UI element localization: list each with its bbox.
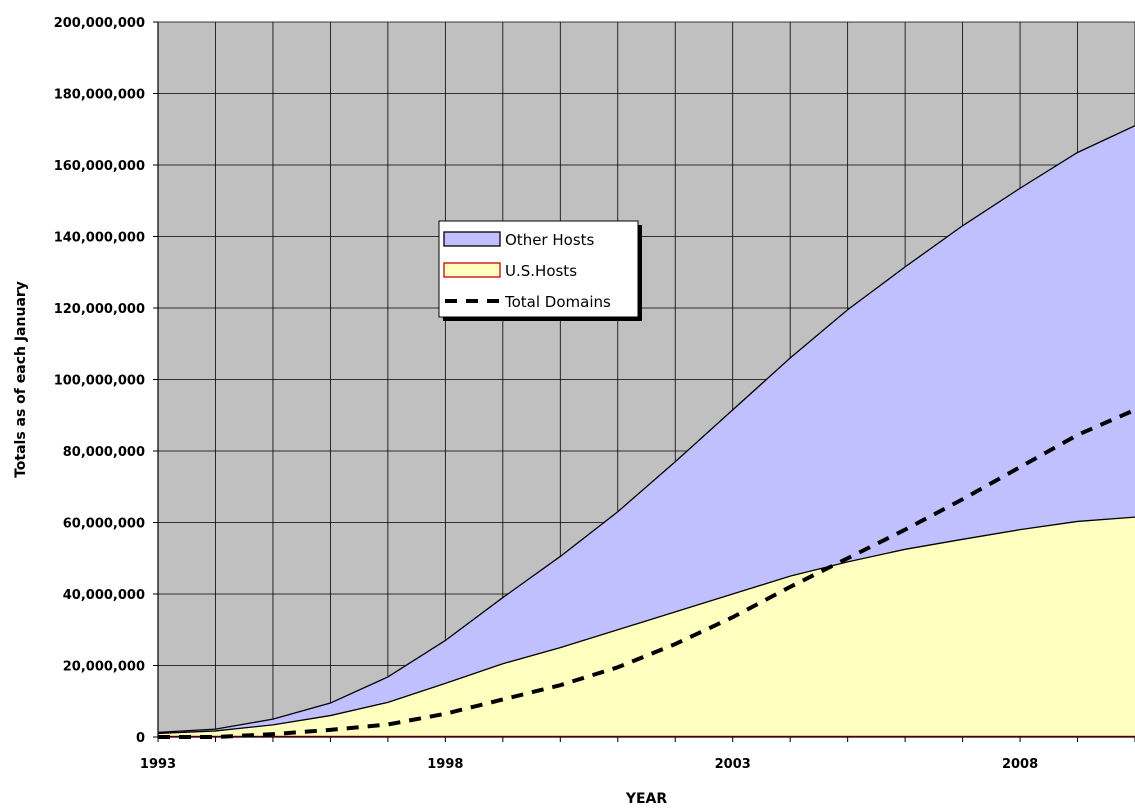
y-tick-label: 0: [136, 731, 145, 746]
legend-swatch: [443, 231, 501, 247]
us-hosts-area: [158, 517, 1135, 737]
y-tick-label: 120,000,000: [54, 302, 145, 317]
series-areas: [158, 125, 1135, 738]
y-tick-label: 200,000,000: [54, 16, 145, 31]
x-tick-label: 1993: [140, 757, 176, 772]
y-tick-label: 160,000,000: [54, 159, 145, 174]
y-tick-label: 180,000,000: [54, 88, 145, 103]
total-domains-line: [158, 408, 1135, 739]
other-hosts-line: [157, 125, 1135, 734]
legend-label: U.S.Hosts: [505, 262, 577, 280]
x-tick-label: 2003: [715, 757, 751, 772]
axes: [153, 21, 1135, 742]
x-axis-title: YEAR: [625, 791, 668, 807]
x-tick-label: 1998: [427, 757, 463, 772]
y-tick-label: 60,000,000: [63, 517, 145, 532]
y-tick-labels: 0 20,000,000 40,000,000 60,000,000 80,000,00…: [54, 16, 145, 746]
x-tick-labels: 1993 1998 2003 2008: [140, 757, 1038, 772]
y-tick-label: 100,000,000: [54, 374, 145, 389]
y-axis-title: Totals as of each January: [13, 281, 29, 478]
legend-label: Other Hosts: [505, 231, 595, 249]
y-tick-label: 140,000,000: [54, 231, 145, 246]
y-tick-label: 20,000,000: [63, 660, 145, 675]
x-tick-label: 2008: [1002, 757, 1038, 772]
y-tick-label: 40,000,000: [63, 588, 145, 603]
y-tick-label: 80,000,000: [63, 445, 145, 460]
legend-swatch: [443, 262, 501, 278]
legend-label: Total Domains: [504, 293, 611, 311]
legend: Other Hosts U.S.Hosts Total Domains: [438, 220, 642, 321]
us-hosts-line: [157, 516, 1135, 735]
